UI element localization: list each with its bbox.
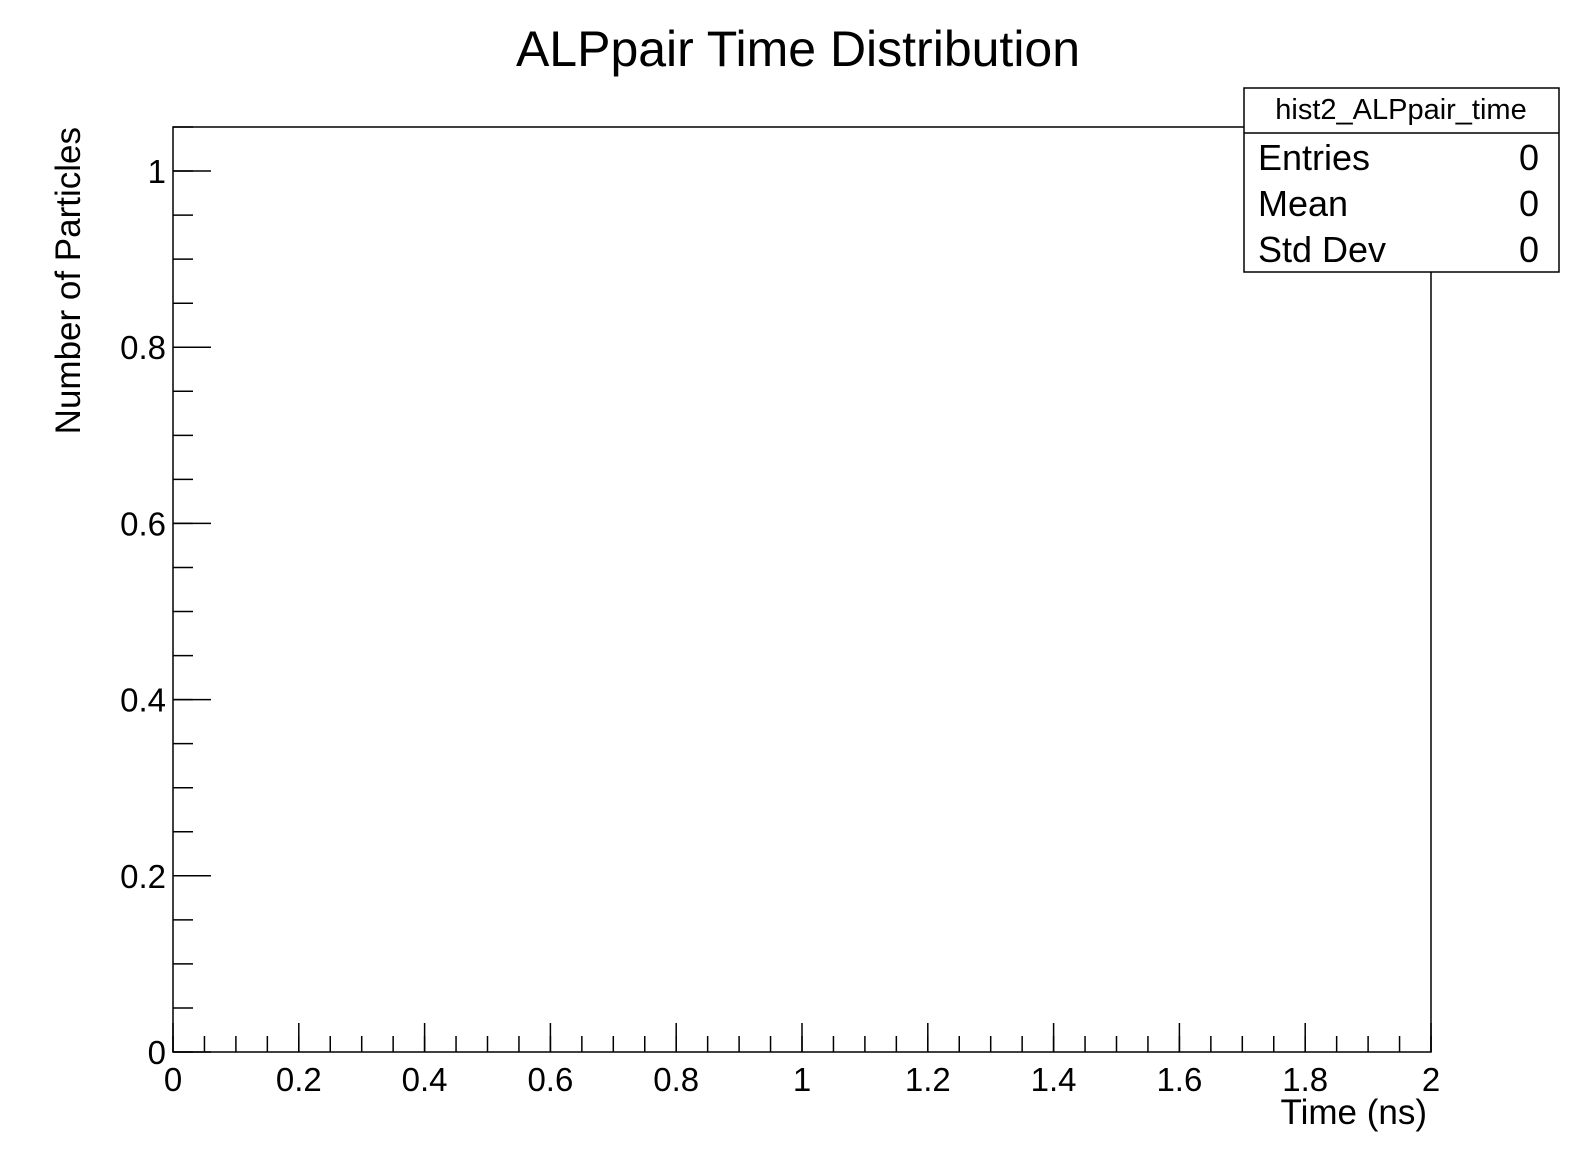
x-tick-label: 1.4 [1031,1061,1077,1098]
x-tick-label: 0.2 [276,1061,322,1098]
stats-box: hist2_ALPpair_time Entries 0 Mean 0 Std Dev 0 [1243,87,1560,273]
y-tick-label: 1 [148,153,166,190]
y-tick-label: 0.8 [120,329,166,366]
y-axis-title: Number of Particles [49,127,88,434]
x-tick-label: 0.4 [402,1061,448,1098]
y-tick-label: 0.6 [120,505,166,542]
x-axis-ticks [172,1023,1432,1052]
x-tick-label: 0.8 [653,1061,699,1098]
stats-row-value: 0 [1519,137,1539,178]
x-tick-label: 2 [1422,1061,1440,1098]
chart-title: ALPpair Time Distribution [516,21,1080,77]
stats-box-frame [1243,87,1560,273]
y-axis-tick-labels: 0 0.2 0.4 0.6 0.8 1 [120,153,166,1071]
x-tick-label: 1.8 [1282,1061,1328,1098]
x-tick-label: 0.6 [527,1061,573,1098]
y-tick-label: 0 [148,1034,166,1071]
x-axis-title: Time (ns) [1281,1093,1427,1132]
x-tick-label: 1 [793,1061,811,1098]
stats-row-label: Entries [1258,137,1370,178]
y-tick-label: 0.4 [120,682,166,719]
x-axis-tick-labels: 0 0.2 0.4 0.6 0.8 1 1.2 1.4 1.6 1.8 2 [164,1061,1440,1098]
x-tick-label: 0 [164,1061,182,1098]
stats-box-title: hist2_ALPpair_time [1275,94,1526,126]
plot-area-frame [172,126,1432,1053]
y-axis-ticks [173,126,211,1053]
y-tick-label: 0.2 [120,858,166,895]
stats-row-label: Std Dev [1258,229,1386,270]
stats-row-label: Mean [1258,183,1348,224]
x-tick-label: 1.2 [905,1061,951,1098]
stats-row-value: 0 [1519,183,1539,224]
stats-box-rows: Entries 0 Mean 0 Std Dev 0 [1258,137,1539,270]
stats-row-value: 0 [1519,229,1539,270]
x-tick-label: 1.6 [1156,1061,1202,1098]
